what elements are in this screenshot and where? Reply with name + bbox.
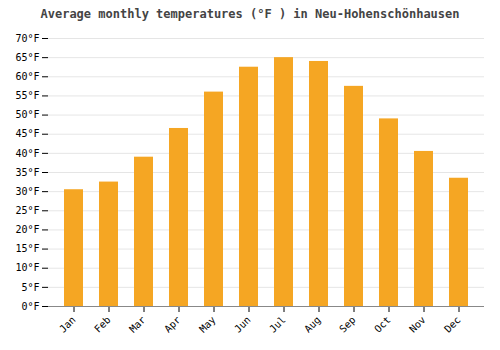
svg-text:10°F: 10°F	[15, 262, 39, 273]
svg-text:May: May	[197, 314, 218, 335]
svg-text:Oct: Oct	[372, 314, 393, 335]
svg-text:60°F: 60°F	[15, 71, 39, 82]
svg-text:35°F: 35°F	[15, 167, 39, 178]
svg-text:20°F: 20°F	[15, 224, 39, 235]
svg-text:0°F: 0°F	[21, 301, 39, 312]
svg-text:Sep: Sep	[337, 314, 358, 335]
svg-text:5°F: 5°F	[21, 282, 39, 293]
svg-text:Jan: Jan	[57, 314, 78, 335]
svg-text:30°F: 30°F	[15, 186, 39, 197]
svg-text:Apr: Apr	[162, 314, 183, 335]
svg-text:Feb: Feb	[92, 314, 113, 335]
svg-text:Dec: Dec	[442, 314, 463, 335]
svg-text:Jun: Jun	[232, 314, 253, 335]
svg-text:Mar: Mar	[127, 314, 148, 335]
html-text:Average monthly temperatures (: Average monthly temperatures (°F ) in Ne…	[40, 7, 460, 21]
svg-text:Jul: Jul	[267, 314, 288, 335]
svg-text:70°F: 70°F	[15, 33, 39, 44]
svg-text:45°F: 45°F	[15, 128, 39, 139]
svg-text:15°F: 15°F	[15, 243, 39, 254]
svg-text:Aug: Aug	[302, 314, 323, 335]
svg-text:50°F: 50°F	[15, 109, 39, 120]
svg-text:40°F: 40°F	[15, 148, 39, 159]
svg-text:65°F: 65°F	[15, 52, 39, 63]
svg-text:25°F: 25°F	[15, 205, 39, 216]
svg-text:Nov: Nov	[407, 314, 428, 335]
svg-text:55°F: 55°F	[15, 90, 39, 101]
